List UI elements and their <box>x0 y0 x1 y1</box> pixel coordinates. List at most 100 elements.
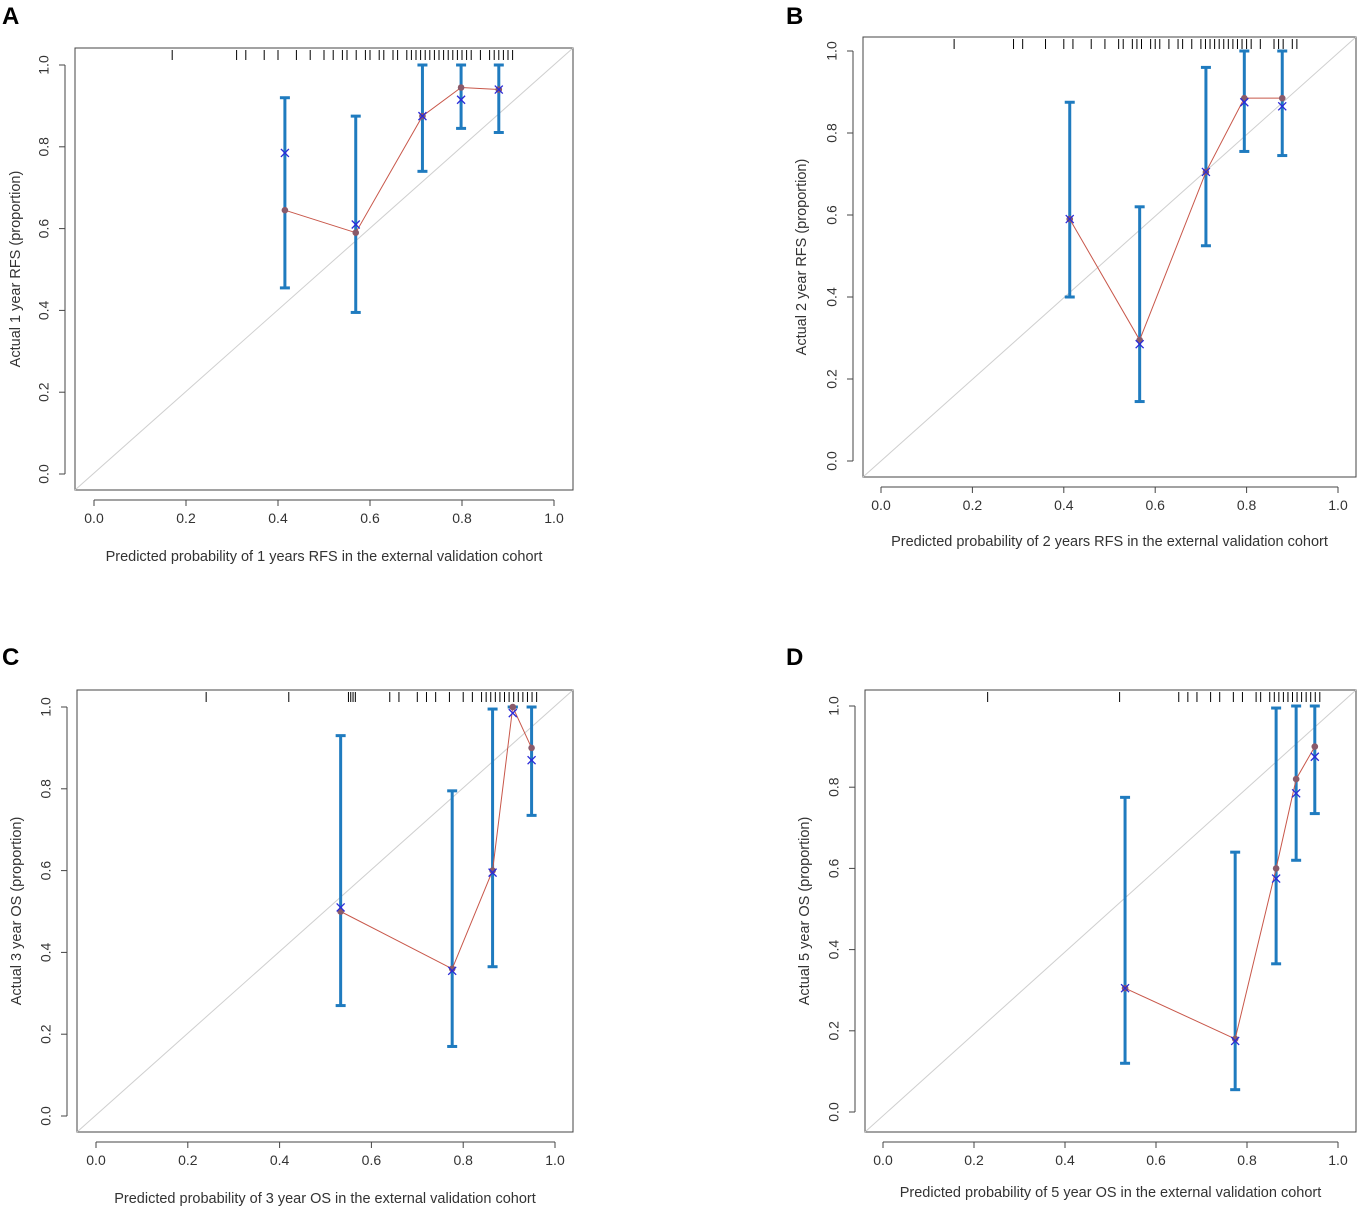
y-tick-label: 1.0 <box>826 696 842 716</box>
bias-corrected-point <box>488 868 498 878</box>
panel-c: C 0.0 0.2 0.4 0.6 0.8 1.0 0.0 0.2 0.4 0.6 0.8 1.0 Pre… <box>2 644 574 1207</box>
observed-point <box>1272 865 1280 872</box>
observed-point <box>448 965 456 973</box>
x-tick-label: 0.4 <box>1055 1152 1075 1168</box>
observed-point <box>509 703 517 711</box>
observed-point <box>1278 94 1286 102</box>
y-tick-label: 0.8 <box>36 137 52 157</box>
x-axis-title: Predicted probability of 1 years RFS in … <box>106 549 543 565</box>
observed-calibration-line <box>1124 746 1316 1040</box>
observed-point <box>1311 743 1319 750</box>
x-axis-title: Predicted probability of 2 years RFS in … <box>891 534 1328 550</box>
bias-corrected-point <box>417 111 427 121</box>
cross-stroke <box>1310 752 1320 762</box>
x-tick-label: 1.0 <box>545 1152 565 1168</box>
panel-letter: C <box>2 644 19 671</box>
x-tick-label: 0.4 <box>268 510 288 526</box>
observed-point <box>489 867 496 874</box>
bias-corrected-point <box>527 755 537 765</box>
y-tick-label: 0.8 <box>826 777 842 797</box>
y-tick-label: 0.2 <box>826 1021 842 1041</box>
plot-frame <box>862 36 1357 478</box>
y-tick-label: 0.6 <box>36 219 52 239</box>
x-tick-label: 0.2 <box>964 1152 984 1168</box>
bias-corrected-point <box>1271 874 1281 884</box>
observed-calibration-line <box>340 705 533 970</box>
y-tick-label: 0.2 <box>824 369 840 389</box>
bias-corrected-point <box>1310 752 1320 762</box>
bias-corrected-point <box>351 220 361 229</box>
x-tick-label: 0.0 <box>871 497 891 513</box>
x-tick-label: 0.8 <box>453 1152 473 1168</box>
observed-point <box>281 206 289 214</box>
x-tick-label: 1.0 <box>544 510 564 526</box>
bias-corrected-point <box>1291 788 1301 798</box>
cross-stroke <box>494 85 504 94</box>
y-tick-label: 0.2 <box>36 382 52 402</box>
cross-stroke <box>447 966 457 976</box>
bias-corrected-point <box>1201 167 1211 177</box>
observed-point <box>1231 1035 1239 1043</box>
cross-stroke <box>1239 97 1249 107</box>
observed-calibration-line <box>1069 97 1283 342</box>
y-tick-label: 0.4 <box>826 940 842 960</box>
bias-corrected-point <box>1120 983 1130 993</box>
plot-frame <box>76 689 574 1133</box>
cross-stroke <box>1271 874 1281 884</box>
ideal-diagonal-line <box>862 36 1357 478</box>
x-axis-title: Predicted probability of 5 year OS in th… <box>900 1185 1322 1201</box>
y-axis-title: Actual 2 year RFS (proportion) <box>794 159 810 356</box>
ideal-diagonal-line <box>76 689 574 1133</box>
panel-b: B 0.0 0.2 0.4 0.6 0.8 1.0 0.0 0.2 0.4 0.6 0.8 1.0 Pre… <box>786 3 1357 550</box>
x-tick-label: 0.2 <box>176 510 196 526</box>
x-tick-label: 0.6 <box>362 1152 382 1168</box>
x-tick-label: 0.6 <box>1146 1152 1166 1168</box>
bias-corrected-point <box>280 148 290 158</box>
y-tick-label: 0.4 <box>38 942 54 962</box>
x-tick-label: 0.6 <box>1145 497 1165 513</box>
x-tick-label: 0.4 <box>1054 497 1074 513</box>
y-tick-label: 0.2 <box>38 1024 54 1044</box>
y-tick-label: 0.6 <box>826 858 842 878</box>
cross-stroke <box>1135 339 1145 349</box>
cross-stroke <box>417 111 427 121</box>
x-tick-label: 0.8 <box>452 510 472 526</box>
y-tick-label: 1.0 <box>824 41 840 61</box>
plot-frame <box>864 689 1357 1133</box>
panel-letter: A <box>2 3 19 30</box>
x-tick-label: 0.2 <box>963 497 983 513</box>
cross-stroke <box>280 148 290 158</box>
bias-corrected-point <box>456 95 466 105</box>
y-tick-label: 0.0 <box>36 464 52 484</box>
x-axis-title: Predicted probability of 3 year OS in th… <box>114 1191 536 1207</box>
cross-stroke <box>456 95 466 105</box>
y-tick-label: 1.0 <box>38 697 54 717</box>
observed-point <box>528 744 535 752</box>
cross-stroke <box>1120 983 1130 993</box>
cross-stroke <box>1065 214 1075 224</box>
panel-letter: D <box>786 644 803 671</box>
x-tick-label: 0.6 <box>360 510 380 526</box>
x-tick-label: 1.0 <box>1328 1152 1348 1168</box>
cross-stroke <box>527 755 537 765</box>
cross-stroke <box>1277 101 1287 111</box>
y-axis-title: Actual 5 year OS (proportion) <box>797 817 813 1006</box>
bias-corrected-point <box>1135 339 1145 349</box>
y-tick-label: 0.6 <box>38 861 54 881</box>
y-axis-title: Actual 1 year RFS (proportion) <box>8 171 24 368</box>
panel-letter: B <box>786 3 803 30</box>
panel-a: A 0.0 0.2 0.4 0.6 0.8 1.0 0.0 0.2 0.4 0.6 0.8 1.0 Pre… <box>2 3 574 565</box>
cross-stroke <box>336 902 346 912</box>
x-tick-label: 0.0 <box>84 510 104 526</box>
observed-calibration-line <box>284 86 499 234</box>
bias-corrected-point <box>1277 101 1287 111</box>
y-tick-label: 0.8 <box>38 779 54 799</box>
observed-point <box>352 229 360 236</box>
y-tick-label: 0.4 <box>824 287 840 307</box>
cross-stroke <box>1201 167 1211 177</box>
x-tick-label: 1.0 <box>1328 497 1348 513</box>
panel-d: D 0.0 0.2 0.4 0.6 0.8 1.0 0.0 0.2 0.4 0.6 0.8 1.0 Pre… <box>786 644 1357 1201</box>
ideal-diagonal-line <box>864 689 1357 1133</box>
